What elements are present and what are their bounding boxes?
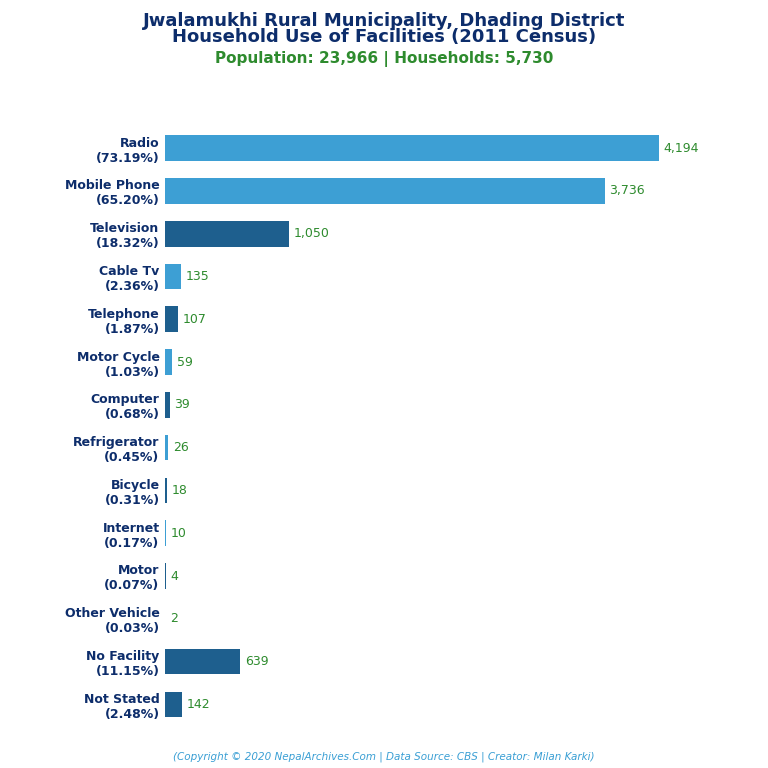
Bar [165,691,182,717]
Text: 2: 2 [170,612,178,625]
Bar [165,521,167,546]
Bar [165,435,168,461]
Text: 10: 10 [171,527,187,540]
Text: 107: 107 [183,313,207,326]
Text: 4,194: 4,194 [664,141,699,154]
Text: 142: 142 [187,698,210,711]
Bar [165,306,177,332]
Bar [165,263,181,290]
Text: 4: 4 [170,570,178,582]
Bar [165,478,167,503]
Bar [165,221,289,247]
Text: Jwalamukhi Rural Municipality, Dhading District: Jwalamukhi Rural Municipality, Dhading D… [143,12,625,29]
Bar [165,649,240,674]
Text: 18: 18 [172,484,188,497]
Text: 39: 39 [174,399,190,412]
Text: 639: 639 [245,655,269,668]
Text: 26: 26 [173,441,189,454]
Text: Household Use of Facilities (2011 Census): Household Use of Facilities (2011 Census… [172,28,596,46]
Bar [165,349,172,375]
Text: Population: 23,966 | Households: 5,730: Population: 23,966 | Households: 5,730 [215,51,553,67]
Text: 3,736: 3,736 [609,184,645,197]
Bar [165,178,604,204]
Text: (Copyright © 2020 NepalArchives.Com | Data Source: CBS | Creator: Milan Karki): (Copyright © 2020 NepalArchives.Com | Da… [174,751,594,762]
Bar [165,135,658,161]
Text: 135: 135 [186,270,210,283]
Text: 1,050: 1,050 [293,227,329,240]
Text: 59: 59 [177,356,193,369]
Bar [165,392,170,418]
